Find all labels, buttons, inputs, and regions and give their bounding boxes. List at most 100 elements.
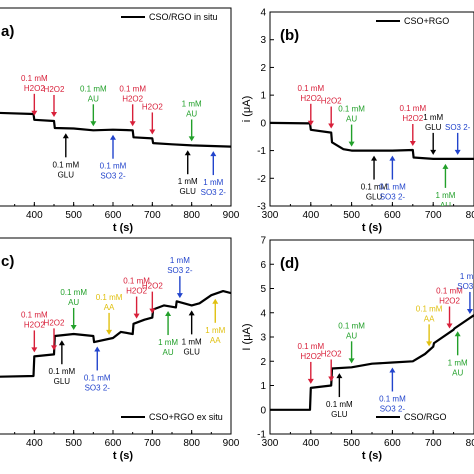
annotation-arrowhead bbox=[149, 129, 156, 135]
annotation-label: GLU bbox=[180, 187, 197, 196]
annotation-label: H2O2 bbox=[300, 94, 321, 103]
annotation-label: H2O2 bbox=[24, 320, 45, 329]
annotation-label: H2O2 bbox=[321, 350, 342, 359]
annotation-label: SO3 2- bbox=[457, 282, 474, 291]
annotation-label: 1 mM bbox=[170, 256, 190, 265]
annotation-marker: H2O2 bbox=[44, 318, 65, 351]
series-line bbox=[270, 314, 474, 411]
y-axis-label: i (μA) bbox=[241, 96, 253, 123]
panel-label: c) bbox=[1, 253, 14, 270]
x-tick-label: 400 bbox=[302, 438, 319, 449]
annotation-label: 0.1 mM bbox=[379, 183, 406, 192]
annotation-arrowhead bbox=[328, 123, 335, 129]
annotation-label: 0.1 mM bbox=[21, 74, 48, 83]
annotation-label: AU bbox=[440, 201, 451, 210]
annotation-label: SO3 2- bbox=[380, 404, 406, 413]
y-tick-label: 3 bbox=[260, 35, 266, 46]
series-line bbox=[0, 111, 231, 148]
annotation-label: H2O2 bbox=[24, 84, 45, 93]
annotation-label: 1 mM bbox=[460, 272, 474, 281]
annotation-label: AU bbox=[346, 115, 357, 124]
annotation-arrowhead bbox=[184, 150, 191, 156]
annotation-label: 0.1 mM bbox=[80, 84, 107, 93]
annotation-arrowhead bbox=[336, 373, 343, 379]
y-tick-label: -2 bbox=[257, 174, 266, 185]
annotation-arrowhead bbox=[389, 367, 396, 373]
x-tick-label: 700 bbox=[144, 210, 161, 221]
chart-panel-4: 300 400 500 600 700 800 t (s) -1 0 1 2 3 4 5 6 7 I (μA) (… bbox=[241, 236, 474, 462]
y-tick-label: 4 bbox=[260, 8, 266, 19]
annotation-label: 0.1 mM bbox=[399, 104, 426, 113]
annotation-arrowhead bbox=[58, 340, 65, 346]
annotation-label: H2O2 bbox=[300, 352, 321, 361]
annotation-arrowhead bbox=[51, 345, 57, 351]
x-tick-label: 300 bbox=[262, 210, 279, 221]
annotation-label: 0.1 mM bbox=[361, 183, 388, 192]
annotation-label: 1 mM bbox=[448, 358, 468, 367]
legend-label: CSO+RGO bbox=[404, 16, 449, 26]
x-tick-label: 400 bbox=[302, 210, 319, 221]
y-tick-label: 2 bbox=[260, 63, 266, 74]
annotation-label: 0.1 mM bbox=[436, 287, 463, 296]
y-tick-label: 7 bbox=[260, 236, 266, 247]
annotation-label: 1 mM bbox=[435, 191, 455, 200]
annotation-label: H2O2 bbox=[142, 102, 163, 111]
annotation-label: 0.1 mM bbox=[60, 288, 87, 297]
annotation-label: SO3 2- bbox=[100, 172, 126, 181]
annotation-arrowhead bbox=[371, 155, 378, 161]
annotation-arrowhead bbox=[165, 311, 172, 317]
panel-label: (d) bbox=[280, 255, 299, 272]
legend-label: CSO/RGO in situ bbox=[149, 12, 218, 22]
chart-panel-1: 400 500 600 700 800 900 t (s) a) CSO/RGO in situ… bbox=[0, 7, 240, 234]
series-line bbox=[270, 121, 474, 160]
x-tick-label: 700 bbox=[425, 210, 442, 221]
x-tick-label: 600 bbox=[384, 210, 401, 221]
annotation-label: H2O2 bbox=[44, 85, 65, 94]
x-tick-label: 500 bbox=[65, 210, 82, 221]
y-tick-label: 2 bbox=[260, 357, 266, 368]
annotation-marker: SO3 2- bbox=[445, 123, 471, 155]
annotation-label: AU bbox=[68, 298, 79, 307]
y-tick-label: -1 bbox=[257, 146, 266, 157]
x-axis-label: t (s) bbox=[113, 450, 134, 462]
x-tick-label: 600 bbox=[105, 438, 122, 449]
x-axis-label: t (s) bbox=[113, 222, 134, 234]
annotation-arrowhead bbox=[149, 308, 156, 314]
annotation-label: SO3 2- bbox=[445, 123, 471, 132]
annotation-label: 0.1 mM bbox=[119, 84, 146, 93]
annotation-label: 0.1 mM bbox=[379, 394, 406, 403]
annotation-label: 1 mM bbox=[182, 99, 202, 108]
y-tick-label: 6 bbox=[260, 260, 266, 271]
x-tick-label: 500 bbox=[343, 210, 360, 221]
annotation-label: 0.1 mM bbox=[338, 105, 365, 114]
chart-panel-3: 400 500 600 700 800 900 t (s) c) CSO+RGO ex situ… bbox=[0, 237, 240, 462]
annotation-arrowhead bbox=[307, 120, 314, 126]
annotation-arrowhead bbox=[307, 378, 314, 384]
annotation-arrowhead bbox=[454, 331, 461, 337]
x-tick-label: 800 bbox=[466, 438, 474, 449]
annotation-label: AU bbox=[163, 348, 174, 357]
annotation-label: 0.1 mM bbox=[21, 310, 48, 319]
annotation-label: 0.1 mM bbox=[338, 321, 365, 330]
annotation-marker: H2O2 bbox=[142, 102, 163, 135]
annotation-marker: H2O2 bbox=[321, 97, 342, 129]
annotation-label: GLU bbox=[183, 347, 200, 356]
y-tick-label: -3 bbox=[257, 202, 266, 213]
